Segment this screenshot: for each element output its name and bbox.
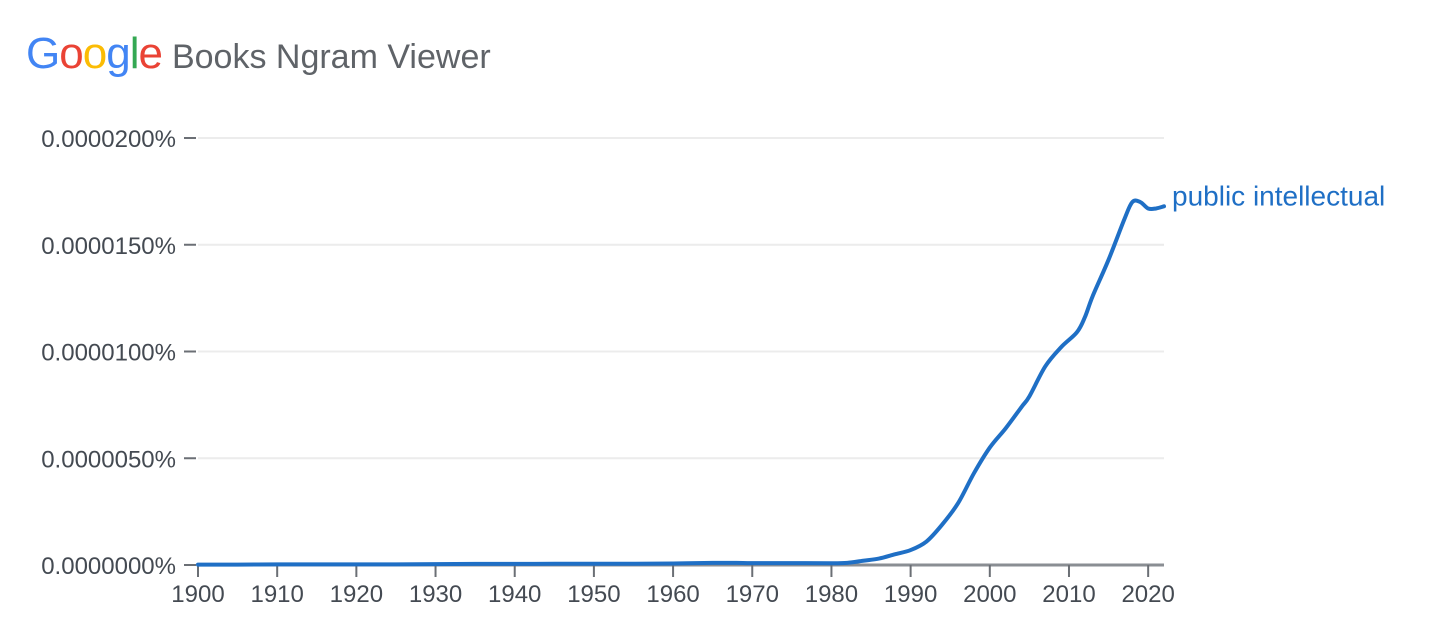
logo-letter: l <box>129 29 140 78</box>
series-line[interactable] <box>196 198 1166 567</box>
logo-letter: e <box>138 29 163 78</box>
series-layer: public intellectual <box>196 180 1385 567</box>
x-tick-label: 1910 <box>250 581 303 608</box>
logo-letter: g <box>106 29 131 78</box>
x-tick-label: 1940 <box>488 581 541 608</box>
google-logo: Google <box>26 26 163 82</box>
x-tick-label: 1950 <box>567 581 620 608</box>
axes: 0.0000000% 0.0000050% 0.0000100% 0.0000150%… <box>41 126 1175 608</box>
x-tick-label: 1900 <box>171 581 224 608</box>
app-header: Google Books Ngram Viewer <box>26 26 491 82</box>
app-title: Books Ngram Viewer <box>171 38 491 76</box>
logo-letter: o <box>82 29 108 78</box>
x-tick-label: 2010 <box>1042 581 1095 608</box>
y-tick-label: 0.0000000% <box>41 553 176 580</box>
y-tick-label: 0.0000100% <box>41 340 176 367</box>
x-tick-label: 1970 <box>726 581 779 608</box>
y-tick-label: 0.0000050% <box>41 446 176 473</box>
grid-lines <box>198 137 1164 460</box>
series-label[interactable]: public intellectual <box>1172 180 1385 211</box>
x-tick-label: 1990 <box>884 581 937 608</box>
y-tick-label: 0.0000200% <box>41 126 176 153</box>
x-tick-label: 1920 <box>330 581 383 608</box>
y-tick-label: 0.0000150% <box>41 233 176 260</box>
x-tick-label: 1930 <box>409 581 462 608</box>
x-tick-label: 1960 <box>646 581 699 608</box>
x-tick-label: 2000 <box>963 581 1016 608</box>
x-tick-label: 2020 <box>1121 581 1174 608</box>
logo-letter: G <box>26 29 60 78</box>
x-tick-label: 1980 <box>805 581 858 608</box>
logo-letter: o <box>59 29 84 78</box>
